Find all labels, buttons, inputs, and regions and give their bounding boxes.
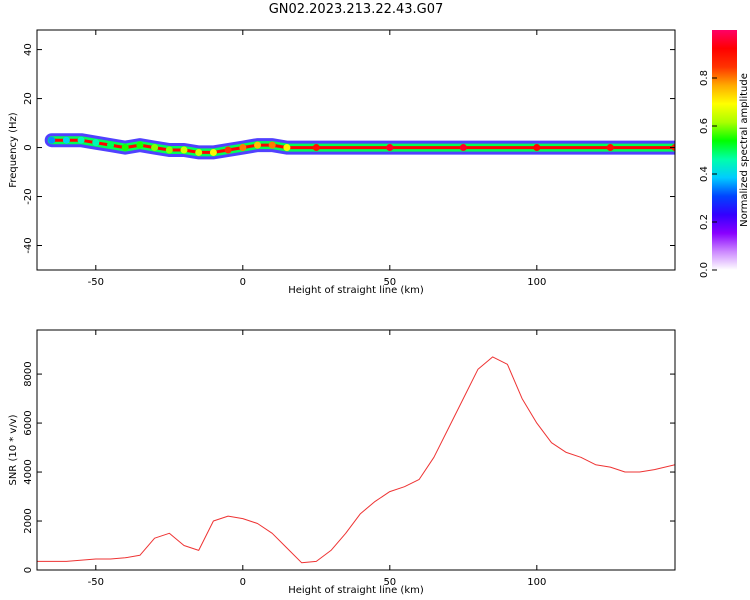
snr-line-panel: -50 0 50 100 0 2000 4000 6000 8000 Height of st… bbox=[8, 329, 676, 596]
heatmap-x-tick-label: 0 bbox=[240, 277, 246, 288]
heatmap-ridge-point bbox=[224, 146, 232, 154]
heatmap-ridge-point bbox=[180, 146, 188, 154]
colorbar-tick-label: 0.2 bbox=[699, 214, 710, 230]
heatmap-y-tick-label: -40 bbox=[23, 237, 34, 253]
heatmap-ridge-point bbox=[209, 148, 217, 156]
snr-y-ticks: 0 2000 4000 6000 8000 bbox=[23, 361, 675, 573]
snr-series-line bbox=[37, 356, 675, 564]
heatmap-ridge-point bbox=[254, 141, 262, 149]
heatmap-y-tick-label: 20 bbox=[23, 92, 34, 105]
colorbar-tick-label: 0.8 bbox=[699, 70, 710, 86]
colorbar: 0.0 0.2 0.4 0.6 0.8 Normalized spectral ampl… bbox=[699, 30, 750, 278]
colorbar-tick-label: 0.4 bbox=[699, 166, 710, 182]
heatmap-x-tick-label: 50 bbox=[383, 277, 396, 288]
heatmap-panel: -50 0 50 100 -40 -20 0 20 40 Height of straight… bbox=[8, 29, 676, 296]
colorbar-gradient bbox=[712, 30, 737, 270]
heatmap-y-tick-label: -20 bbox=[23, 188, 34, 204]
heatmap-ridge-point bbox=[195, 148, 203, 156]
colorbar-tick-label: 0.6 bbox=[699, 118, 710, 134]
heatmap-ridge-point bbox=[62, 136, 70, 144]
heatmap-ridge-point bbox=[92, 139, 100, 147]
heatmap-y-ticks: -40 -20 0 20 40 bbox=[23, 43, 675, 254]
heatmap-ridge-point bbox=[151, 144, 159, 152]
heatmap-x-axis-label: Height of straight line (km) bbox=[288, 285, 424, 296]
snr-y-tick-label: 4000 bbox=[23, 459, 34, 484]
snr-y-axis-label: SNR (10 * v/v) bbox=[8, 414, 19, 485]
snr-y-tick-label: 6000 bbox=[23, 410, 34, 435]
snr-y-tick-label: 8000 bbox=[23, 361, 34, 386]
snr-x-tick-label: 50 bbox=[383, 577, 396, 588]
heatmap-y-tick-label: 0 bbox=[23, 144, 34, 150]
page-title: GN02.2023.213.22.43.G07 bbox=[268, 2, 444, 17]
snr-x-tick-label: 100 bbox=[527, 577, 546, 588]
heatmap-ridge bbox=[44, 133, 675, 160]
heatmap-ridge-point bbox=[533, 144, 541, 152]
snr-x-axis-label: Height of straight line (km) bbox=[288, 585, 424, 596]
snr-y-tick-label: 0 bbox=[23, 567, 34, 573]
heatmap-ridge-point bbox=[48, 136, 56, 144]
heatmap-ridge-point bbox=[239, 144, 247, 152]
heatmap-ridge-point bbox=[386, 144, 394, 152]
snr-x-tick-label: 0 bbox=[240, 577, 246, 588]
heatmap-y-axis-label: Frequency (Hz) bbox=[8, 112, 19, 188]
heatmap-ridge-point bbox=[136, 141, 144, 149]
heatmap-ridge-point bbox=[77, 136, 85, 144]
snr-y-tick-label: 2000 bbox=[23, 508, 34, 533]
heatmap-ridge-point bbox=[165, 146, 173, 154]
heatmap-ridge-point bbox=[107, 141, 115, 149]
colorbar-ticks: 0.0 0.2 0.4 0.6 0.8 bbox=[699, 70, 717, 278]
heatmap-ridge-point bbox=[459, 144, 467, 152]
snr-x-tick-label: -50 bbox=[88, 577, 104, 588]
heatmap-ridge-point bbox=[312, 144, 320, 152]
heatmap-x-ticks: -50 0 50 100 bbox=[88, 30, 546, 288]
heatmap-plot-frame bbox=[36, 29, 676, 271]
heatmap-ridge-point bbox=[268, 141, 276, 149]
heatmap-x-tick-label: 100 bbox=[527, 277, 546, 288]
heatmap-ridge-point bbox=[283, 144, 291, 152]
heatmap-y-tick-label: 40 bbox=[23, 43, 34, 56]
snr-x-ticks: -50 0 50 100 bbox=[88, 330, 546, 588]
colorbar-label: Normalized spectral amplitude bbox=[739, 73, 750, 227]
heatmap-ridge-point bbox=[121, 144, 129, 152]
colorbar-tick-label: 0.0 bbox=[699, 262, 710, 278]
heatmap-x-tick-label: -50 bbox=[88, 277, 104, 288]
heatmap-ridge-point bbox=[606, 144, 614, 152]
snr-plot-frame bbox=[36, 329, 676, 571]
